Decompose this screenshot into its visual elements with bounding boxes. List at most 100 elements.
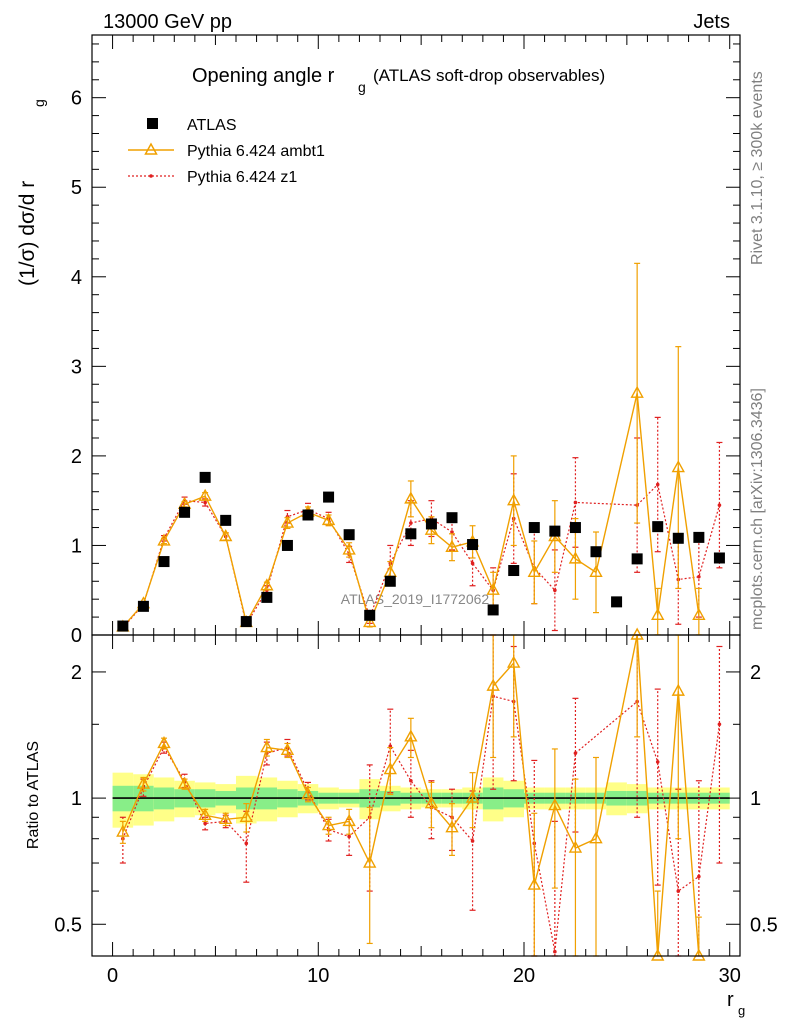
- ambt1-point: [321, 512, 336, 526]
- ratio-ambt1-point: [630, 627, 644, 640]
- atlas-point: [425, 518, 437, 530]
- ratio-ambt1-point: [671, 683, 685, 696]
- ambt1-point: [630, 385, 644, 398]
- atlas-point: [261, 591, 273, 603]
- ambt1-point: [589, 564, 603, 578]
- atlas-point: [611, 596, 623, 608]
- ratio-ytick-label-right: 2: [750, 662, 761, 684]
- ratio-ambt1-point: [136, 776, 151, 789]
- z1-point: [203, 500, 207, 505]
- ratio-z1-point: [347, 834, 351, 839]
- ratio-ambt1-point: [177, 776, 192, 789]
- main-ytick-label: 5: [71, 177, 82, 199]
- ambt1-point: [260, 578, 274, 591]
- ambt1-point: [219, 529, 233, 542]
- ratio-z1-point: [573, 751, 578, 755]
- ratio-z1-point: [470, 839, 475, 843]
- atlas-point: [343, 529, 355, 541]
- ratio-ambt1-point: [260, 740, 274, 753]
- ratio-ambt1-point: [548, 798, 562, 811]
- atlas-point: [179, 506, 191, 518]
- ratio-xtick-label: 0: [107, 965, 118, 987]
- atlas-point: [569, 522, 581, 534]
- ratio-z1-line: [122, 695, 721, 952]
- ambt1-point: [507, 493, 521, 506]
- atlas-point: [220, 514, 232, 526]
- main-ylabel: (1/σ) dσ/d r g: [16, 99, 47, 286]
- ratio-xtick-label: 10: [307, 965, 329, 987]
- ratio-ambt1-point: [342, 813, 356, 827]
- ambt1-point: [280, 515, 295, 528]
- ratio-ambt1-point: [280, 742, 295, 756]
- z1-point: [450, 530, 454, 534]
- ratio-ambt1-point: [363, 855, 377, 868]
- ambt1-point: [692, 607, 706, 620]
- legend: ATLAS Pythia 6.424 ambt1 Pythia 6.424 z1: [128, 117, 325, 186]
- ratio-ambt1-point: [527, 877, 541, 890]
- atlas-point: [117, 620, 129, 632]
- ratio-z1-point: [244, 841, 249, 846]
- ratio-xtick-label: 30: [719, 965, 741, 987]
- ratio-ambt1-point: [465, 790, 480, 803]
- rivet-version-label: Rivet 3.1.10, ≥ 300k events: [749, 71, 766, 265]
- ambt1-point: [198, 488, 212, 501]
- z1-line: [122, 483, 721, 629]
- main-title-rest: (ATLAS soft-drop observables): [373, 66, 605, 85]
- atlas-point: [549, 525, 561, 537]
- ratio-ambt1-point: [568, 840, 583, 853]
- atlas-point: [302, 509, 314, 521]
- atlas-point: [405, 528, 417, 540]
- ratio-z1-point: [553, 949, 557, 954]
- ratio-ambt1-point: [157, 736, 171, 749]
- ratio-ambt1-point: [424, 796, 439, 809]
- ratio-ambt1-point: [445, 820, 459, 833]
- ratio-z1-point: [697, 874, 701, 879]
- atlas-point: [158, 556, 170, 568]
- ratio-ytick-label: 2: [71, 662, 82, 684]
- ratio-ambt1-point: [383, 762, 397, 775]
- ratio-ambt1-point: [239, 809, 253, 822]
- main-ytick-label: 4: [71, 267, 82, 289]
- ratio-panel: 0.5 0.51 12 20 10 20 30: [54, 627, 778, 987]
- legend-z1-marker: [149, 174, 153, 178]
- ratio-ytick-label: 1: [71, 788, 82, 810]
- atlas-point: [631, 553, 643, 565]
- ambt1-point: [651, 607, 665, 620]
- ratio-ambt1-point: [321, 818, 336, 831]
- atlas-point: [199, 471, 211, 483]
- main-ytick-label: 1: [71, 535, 82, 557]
- ratio-z1-point: [203, 821, 207, 826]
- ratio-z1-point: [717, 722, 722, 727]
- ratio-ambt1-point: [219, 811, 233, 825]
- atlas-point: [240, 616, 252, 628]
- atlas-point: [508, 565, 520, 577]
- atlas-point: [652, 521, 664, 533]
- main-ylabel-subscript: g: [31, 99, 47, 107]
- ratio-xlabel: r g: [727, 989, 745, 1018]
- ratio-z1-point: [409, 778, 413, 783]
- ratio-xlabel-subscript: g: [738, 1003, 745, 1018]
- z1-point: [553, 588, 557, 593]
- main-title-text: Opening angle r: [192, 65, 335, 87]
- ambt1-point: [445, 539, 459, 552]
- ambt1-point: [671, 460, 685, 473]
- ratio-ytick-label-right: 1: [750, 788, 761, 810]
- main-title: Opening angle r g (ATLAS soft-drop obser…: [192, 65, 605, 95]
- ambt1-point: [342, 542, 356, 555]
- ratio-ambt1-point: [589, 831, 603, 844]
- main-ytick-label: 6: [71, 88, 82, 110]
- ambt1-point: [527, 564, 541, 578]
- main-ytick-label: 3: [71, 356, 82, 378]
- atlas-point: [281, 539, 293, 551]
- ratio-ambt1-point: [198, 807, 212, 820]
- z1-point: [717, 503, 722, 507]
- main-ylabel-text: (1/σ) dσ/d r: [16, 181, 39, 286]
- atlas-point: [672, 532, 684, 544]
- ambt1-point: [157, 533, 171, 546]
- ratio-ylabel: Ratio to ATLAS: [25, 741, 42, 849]
- ratio-ytick-label: 0.5: [54, 914, 82, 936]
- legend-ambt1-marker: [144, 142, 158, 155]
- ambt1-point: [363, 615, 377, 628]
- energy-label: 13000 GeV pp: [103, 11, 232, 33]
- atlas-point: [487, 604, 499, 616]
